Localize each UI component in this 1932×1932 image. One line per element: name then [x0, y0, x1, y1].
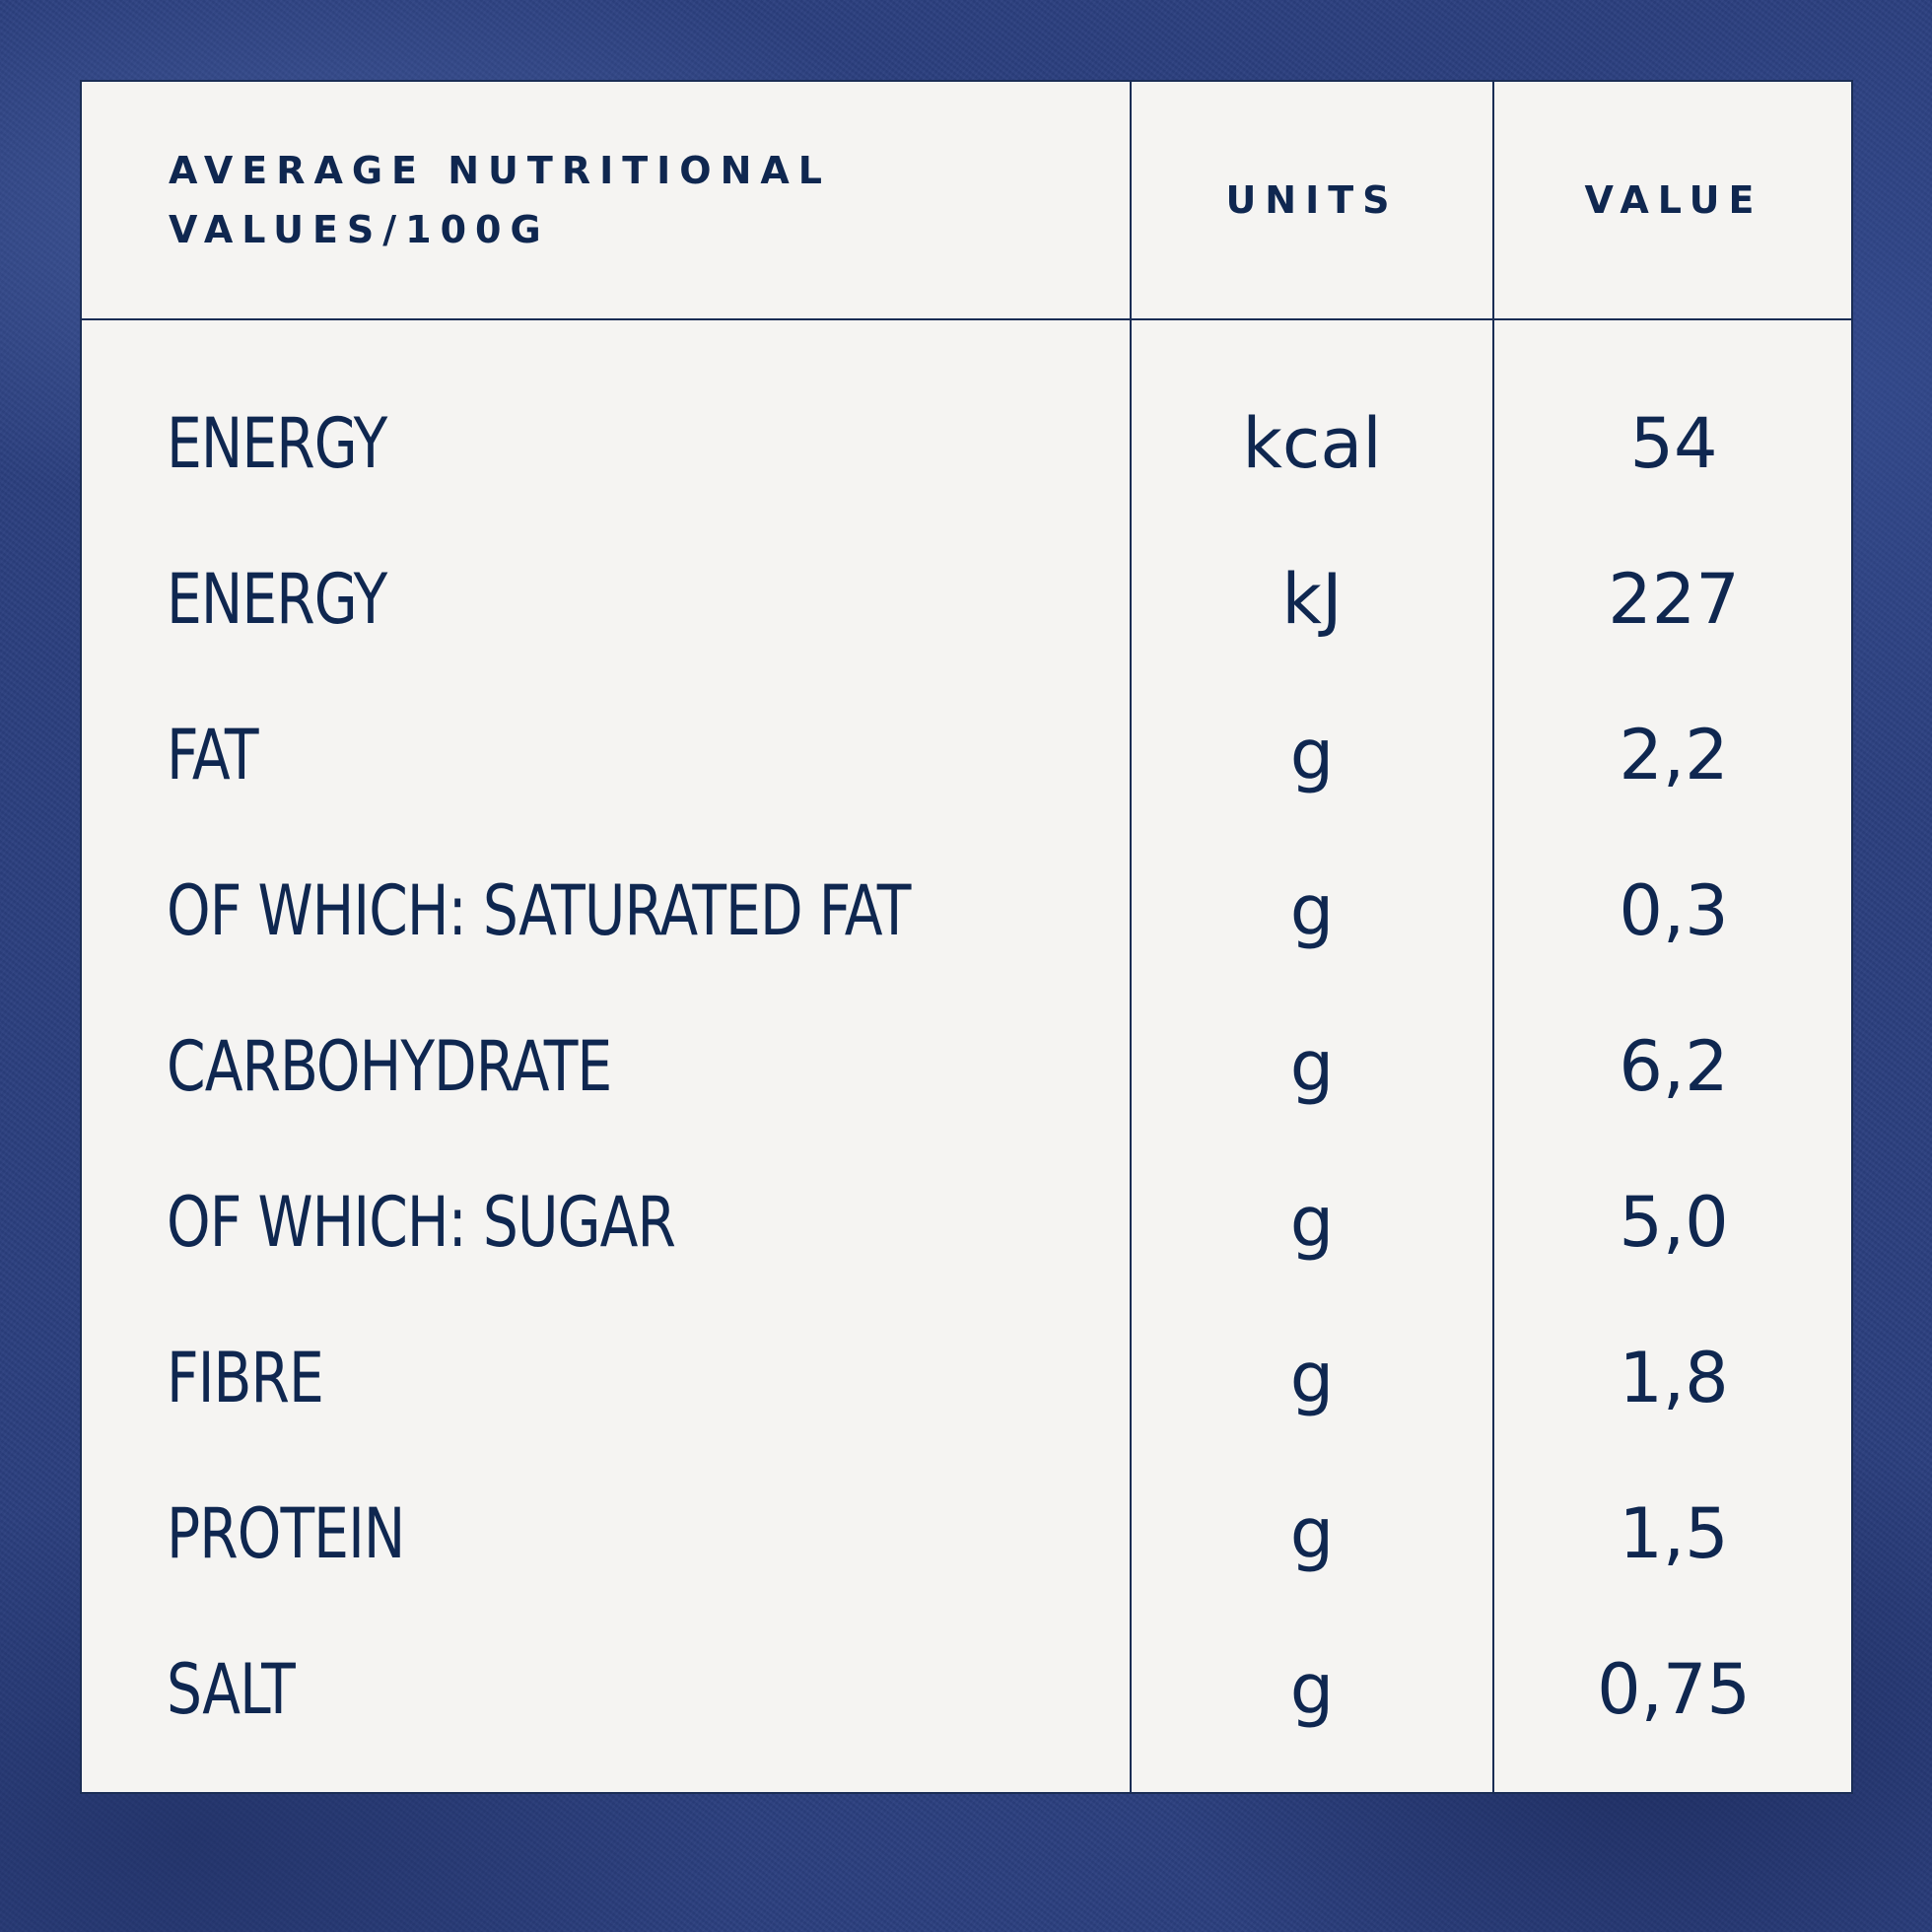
nutrient-value: 0,3 [1619, 870, 1729, 951]
nutrient-value: 227 [1608, 559, 1740, 640]
nutrient-units: g [1289, 1649, 1335, 1730]
nutrient-name: FAT [167, 715, 259, 795]
nutrient-name: ENERGY [167, 403, 387, 484]
nutrient-value: 0,75 [1597, 1649, 1751, 1730]
nutrient-value: 1,5 [1619, 1493, 1729, 1574]
nutrient-units: g [1289, 715, 1335, 795]
nutrient-units: g [1289, 1026, 1335, 1107]
nutrient-value: 1,8 [1619, 1338, 1729, 1418]
table-row: OF WHICH: SATURATED FAT g 0,3 [82, 833, 1851, 989]
column-divider-value [1492, 82, 1494, 1792]
header-nutrient: AVERAGE NUTRITIONAL VALUES/100G [169, 82, 1095, 318]
header-units: UNITS [1225, 178, 1399, 222]
nutrient-name: OF WHICH: SATURATED FAT [167, 870, 911, 951]
header-divider [82, 318, 1851, 320]
nutrition-table: AVERAGE NUTRITIONAL VALUES/100G UNITS VA… [80, 80, 1853, 1794]
nutrient-units: g [1289, 1182, 1335, 1263]
nutrient-name: FIBRE [167, 1338, 324, 1418]
table-row: ENERGY kJ 227 [82, 521, 1851, 677]
column-divider-units [1130, 82, 1132, 1792]
nutrient-units: kJ [1281, 559, 1343, 640]
nutrient-value: 54 [1629, 403, 1718, 484]
nutrient-value: 2,2 [1619, 715, 1729, 795]
nutrient-name: OF WHICH: SUGAR [167, 1182, 676, 1263]
header-nutrient-line1: AVERAGE NUTRITIONAL [169, 149, 832, 192]
nutrient-units: g [1289, 870, 1335, 951]
header-nutrient-line2: VALUES/100G [169, 208, 550, 251]
table-row: ENERGY kcal 54 [82, 366, 1851, 521]
nutrient-units: g [1289, 1338, 1335, 1418]
table-row: CARBOHYDRATE g 6,2 [82, 989, 1851, 1144]
table-row: PROTEIN g 1,5 [82, 1456, 1851, 1612]
nutrient-name: SALT [167, 1649, 296, 1730]
table-row: FAT g 2,2 [82, 677, 1851, 833]
nutrient-name: CARBOHYDRATE [167, 1026, 612, 1107]
table-body: ENERGY kcal 54 ENERGY kJ 227 FAT g 2,2 O… [82, 366, 1851, 1767]
nutrient-units: g [1289, 1493, 1335, 1574]
table-row: SALT g 0,75 [82, 1612, 1851, 1767]
table-row: FIBRE g 1,8 [82, 1300, 1851, 1456]
nutrient-value: 6,2 [1619, 1026, 1729, 1107]
nutrient-name: ENERGY [167, 559, 387, 640]
nutrient-value: 5,0 [1619, 1182, 1729, 1263]
table-row: OF WHICH: SUGAR g 5,0 [82, 1144, 1851, 1300]
header-value: VALUE [1584, 178, 1763, 222]
nutrient-name: PROTEIN [167, 1493, 405, 1574]
nutrient-units: kcal [1242, 403, 1382, 484]
